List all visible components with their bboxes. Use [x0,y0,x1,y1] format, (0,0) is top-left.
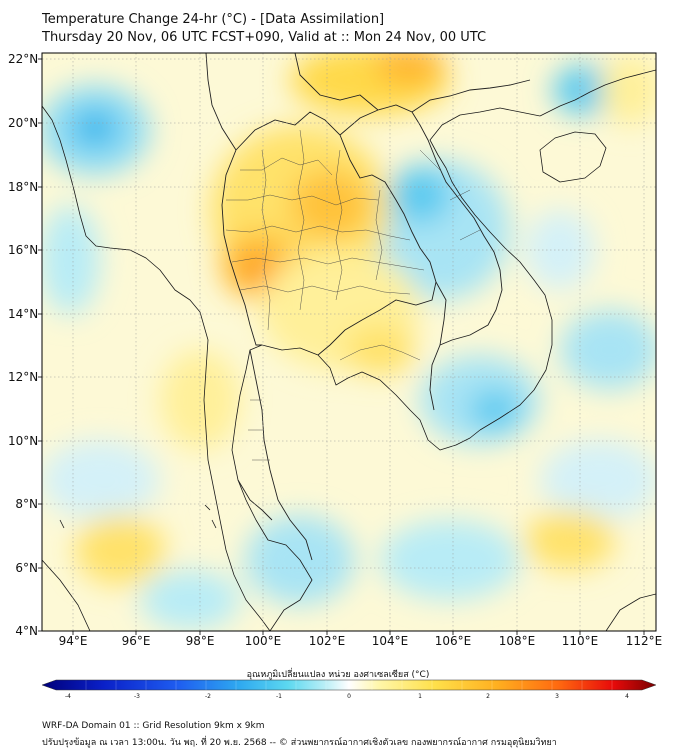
footer-credit: ปรับปรุงข้อมูล ณ เวลา 13:00น. วัน พฤ. ที… [42,738,557,748]
lon-label-102e: 102°E [308,634,346,648]
map-frame [41,52,657,632]
lon-label-94e: 94°E [58,634,88,648]
lon-label-96e: 96°E [121,634,151,648]
lat-label-8n: 8°N [15,497,38,511]
colorbar-tick: -3 [134,693,140,700]
lat-label-10n: 10°N [8,434,39,448]
lat-label-4n: 4°N [15,624,38,638]
footer-model-info: WRF-DA Domain 01 :: Grid Resolution 9km … [42,721,265,731]
colorbar-tick: 4 [625,693,629,700]
colorbar-tick: 1 [418,693,422,700]
map-subtitle: Thursday 20 Nov, 06 UTC FCST+090, Valid … [42,30,487,45]
colorbar-tick: 0 [347,693,351,700]
lon-label-112e: 112°E [625,634,663,648]
lon-label-106e: 106°E [434,634,472,648]
country-borders [205,53,531,561]
colorbar-label: อุณหภูมิเปลี่ยนแปลง หน่วย องศาเซลเซียส (… [246,670,430,680]
axis-ticks [38,58,645,635]
colorbar-tick: 3 [555,693,559,700]
lat-label-12n: 12°N [8,370,39,384]
colorbar-tick: -4 [65,693,71,700]
lon-label-108e: 108°E [498,634,536,648]
lat-label-20n: 20°N [8,116,39,130]
map-title: Temperature Change 24-hr (°C) - [Data As… [42,12,385,27]
lat-label-16n: 16°N [8,243,39,257]
lat-label-14n: 14°N [8,307,39,321]
lat-label-6n: 6°N [15,561,38,575]
colorbar-tick: 2 [486,693,490,700]
colorbar [41,679,657,691]
temperature-field [42,53,656,631]
lon-label-100e: 100°E [244,634,282,648]
lon-label-104e: 104°E [371,634,409,648]
colorbar-tick: -1 [276,693,282,700]
lat-label-18n: 18°N [8,180,39,194]
lon-label-110e: 110°E [561,634,599,648]
graticule [42,53,656,631]
province-boundaries [225,129,481,461]
lat-label-22n: 22°N [8,52,39,66]
lon-label-98e: 98°E [185,634,215,648]
colorbar-tick: -2 [205,693,211,700]
coastlines [42,69,656,631]
